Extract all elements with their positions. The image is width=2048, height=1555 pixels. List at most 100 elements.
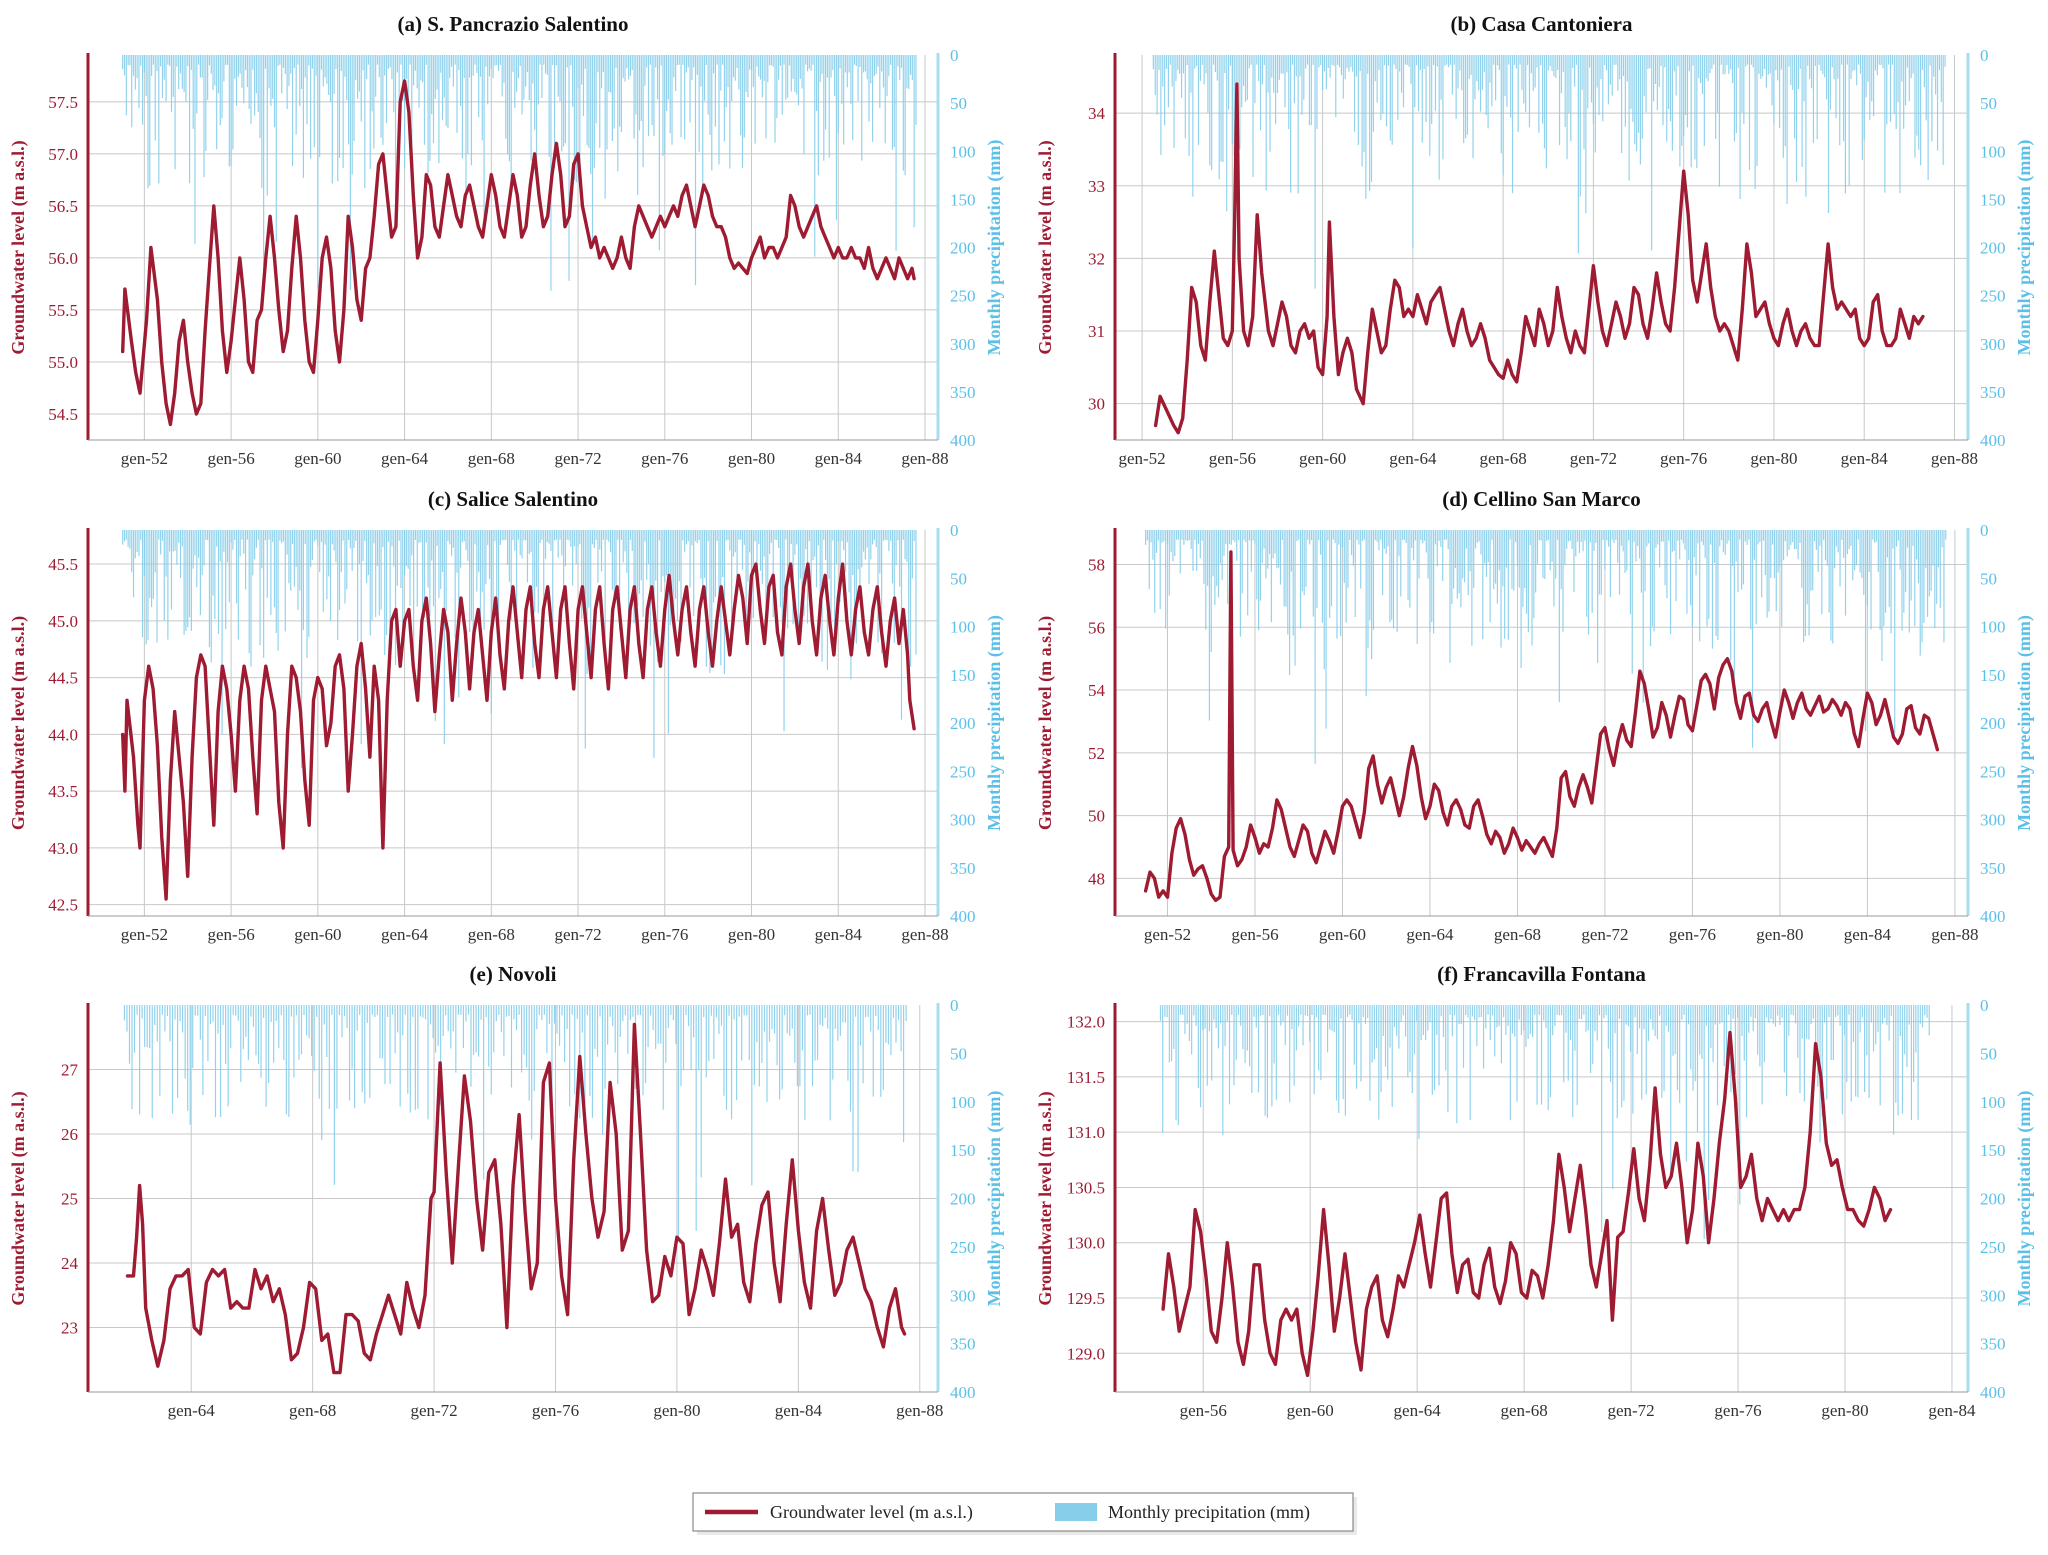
y2-tick-label: 300 <box>1980 335 2006 354</box>
panel-title: (a) S. Pancrazio Salentino <box>398 12 629 36</box>
y-axis-label: Groundwater level (m a.s.l.) <box>8 616 29 830</box>
y-tick-label: 45.5 <box>48 555 78 574</box>
y2-tick-label: 300 <box>1980 811 2006 830</box>
y2-tick-label: 200 <box>950 1190 976 1209</box>
x-tick-label: gen-64 <box>1406 925 1454 944</box>
x-tick-label: gen-68 <box>1501 1401 1548 1420</box>
x-tick-label: gen-68 <box>468 449 515 468</box>
y2-tick-label: 100 <box>1980 1093 2006 1112</box>
x-tick-label: gen-72 <box>1581 925 1628 944</box>
y-tick-label: 129.5 <box>1067 1289 1105 1308</box>
x-tick-label: gen-76 <box>641 925 688 944</box>
legend-level-label: Groundwater level (m a.s.l.) <box>770 1502 973 1523</box>
legend-box <box>692 1492 1354 1532</box>
groundwater-level-line <box>1153 82 1925 435</box>
x-tick-label: gen-88 <box>1931 449 1978 468</box>
x-tick-label: gen-84 <box>815 449 863 468</box>
y2-tick-label: 400 <box>1980 431 2006 450</box>
y2-tick-label: 0 <box>1980 996 1989 1015</box>
legend: Groundwater level (m a.s.l.) Monthly pre… <box>692 1492 1357 1535</box>
x-tick-label: gen-76 <box>1669 925 1716 944</box>
precipitation-bars <box>123 1005 907 1239</box>
y-tick-label: 43.0 <box>48 839 78 858</box>
x-tick-label: gen-68 <box>1494 925 1541 944</box>
y-tick-label: 131.0 <box>1067 1123 1105 1142</box>
y-tick-label: 52 <box>1088 744 1105 763</box>
y-tick-label: 58 <box>1088 556 1105 575</box>
x-tick-label: gen-80 <box>1821 1401 1868 1420</box>
y-tick-label: 132.0 <box>1067 1013 1105 1032</box>
y-tick-label: 130.0 <box>1067 1234 1105 1253</box>
x-tick-label: gen-60 <box>1319 925 1366 944</box>
x-tick-label: gen-56 <box>1209 449 1256 468</box>
y2-tick-label: 350 <box>950 859 976 878</box>
x-tick-label: gen-84 <box>815 925 863 944</box>
y2-tick-label: 200 <box>950 714 976 733</box>
panel-title: (c) Salice Salentino <box>428 487 598 511</box>
y-tick-label: 48 <box>1088 869 1105 888</box>
y-tick-label: 43.5 <box>48 782 78 801</box>
y2-tick-label: 200 <box>1980 714 2006 733</box>
y2-tick-label: 150 <box>950 1141 976 1160</box>
y2-tick-label: 150 <box>950 190 976 209</box>
x-tick-label: gen-80 <box>1750 449 1797 468</box>
x-tick-label: gen-68 <box>289 1401 336 1420</box>
x-tick-label: gen-76 <box>641 449 688 468</box>
x-tick-label: gen-72 <box>1607 1401 1654 1420</box>
panel-5: (e) Novoli gen-64 gen-68 gen-72 gen-76 gen-80… <box>8 962 1005 1420</box>
y-tick-label: 25 <box>61 1190 78 1209</box>
y-tick-label: 131.5 <box>1067 1068 1105 1087</box>
x-tick-label: gen-80 <box>1756 925 1803 944</box>
x-tick-label: gen-80 <box>653 1401 700 1420</box>
y2-tick-label: 300 <box>950 811 976 830</box>
precipitation-bars <box>1152 55 1946 289</box>
y2-tick-label: 200 <box>950 239 976 258</box>
x-tick-label: gen-56 <box>208 449 255 468</box>
x-tick-label: gen-84 <box>1844 925 1892 944</box>
y2-tick-label: 400 <box>1980 1383 2006 1402</box>
y-axis-label: Groundwater level (m a.s.l.) <box>1035 140 1056 354</box>
y2-tick-label: 150 <box>1980 1141 2006 1160</box>
y2-tick-label: 250 <box>1980 287 2006 306</box>
x-tick-label: gen-68 <box>1480 449 1527 468</box>
x-tick-label: gen-80 <box>728 449 775 468</box>
x-tick-label: gen-72 <box>554 449 601 468</box>
y2-tick-label: 150 <box>1980 190 2006 209</box>
y-tick-label: 130.5 <box>1067 1178 1105 1197</box>
y-tick-label: 44.5 <box>48 669 78 688</box>
y2-tick-label: 350 <box>950 383 976 402</box>
x-tick-label: gen-88 <box>901 925 948 944</box>
x-tick-label: gen-60 <box>1299 449 1346 468</box>
y-tick-label: 24 <box>61 1254 79 1273</box>
x-tick-label: gen-80 <box>728 925 775 944</box>
panel-3: (c) Salice Salentino gen-52 gen-56 gen-60 ge… <box>8 487 1005 944</box>
y2-tick-label: 250 <box>1980 1238 2006 1257</box>
y2-axis-label: Monthly precipitation (mm) <box>984 1091 1005 1307</box>
y-tick-label: 50 <box>1088 807 1105 826</box>
x-tick-label: gen-84 <box>1928 1401 1976 1420</box>
groundwater-level-line <box>120 79 916 427</box>
y2-tick-label: 0 <box>950 521 959 540</box>
x-tick-label: gen-60 <box>1287 1401 1334 1420</box>
x-tick-label: gen-56 <box>1231 925 1278 944</box>
x-tick-label: gen-52 <box>121 449 168 468</box>
y-tick-label: 23 <box>61 1319 78 1338</box>
x-tick-label: gen-88 <box>901 449 948 468</box>
y2-tick-label: 250 <box>1980 762 2006 781</box>
x-tick-label: gen-84 <box>775 1401 823 1420</box>
x-tick-label: gen-72 <box>554 925 601 944</box>
y2-tick-label: 150 <box>1980 666 2006 685</box>
y2-axis-label: Monthly precipitation (mm) <box>2014 140 2035 356</box>
panel-title: (f) Francavilla Fontana <box>1437 962 1646 986</box>
y2-tick-label: 250 <box>950 762 976 781</box>
y-tick-label: 54.5 <box>48 405 78 424</box>
y-tick-label: 44.0 <box>48 725 78 744</box>
x-tick-label: gen-88 <box>1931 925 1978 944</box>
legend-precip-swatch <box>1055 1503 1097 1521</box>
x-tick-label: gen-64 <box>1389 449 1437 468</box>
x-tick-label: gen-76 <box>1714 1401 1761 1420</box>
panels: (a) S. Pancrazio Salentino gen-52 gen-56 ge… <box>8 12 2035 1420</box>
x-tick-label: gen-72 <box>410 1401 457 1420</box>
gridlines <box>88 55 938 440</box>
